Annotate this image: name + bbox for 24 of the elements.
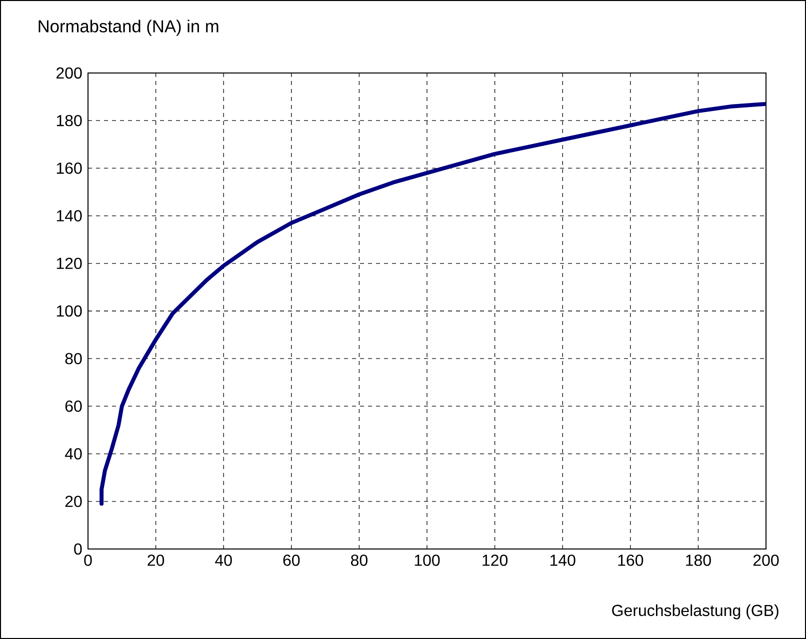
y-tick-label: 20	[65, 496, 82, 508]
y-tick-label: 180	[56, 114, 82, 126]
x-tick-label: 40	[215, 554, 232, 566]
x-tick-label: 140	[550, 554, 576, 566]
y-tick-label: 100	[56, 305, 82, 317]
x-tick-label: 120	[482, 554, 508, 566]
y-tick-label: 120	[56, 258, 82, 270]
y-tick-label: 140	[56, 210, 82, 222]
y-axis-title: Normabstand (NA) in m	[38, 20, 218, 36]
y-tick-label: 160	[56, 162, 82, 174]
y-tick-label: 80	[65, 352, 82, 364]
y-tick-label: 0	[74, 543, 82, 555]
x-tick-label: 160	[618, 554, 644, 566]
x-tick-label: 60	[283, 554, 300, 566]
x-axis-title: Geruchsbelastung (GB)	[612, 604, 778, 620]
x-tick-label: 0	[84, 554, 92, 566]
y-tick-label: 40	[64, 448, 82, 460]
x-tick-label: 200	[753, 554, 779, 566]
x-tick-label: 100	[414, 554, 440, 566]
x-tick-label: 80	[350, 554, 368, 566]
x-tick-label: 20	[148, 554, 164, 566]
x-tick-label: 180	[686, 554, 711, 566]
y-tick-label: 60	[65, 400, 82, 412]
y-tick-label: 200	[56, 67, 82, 79]
